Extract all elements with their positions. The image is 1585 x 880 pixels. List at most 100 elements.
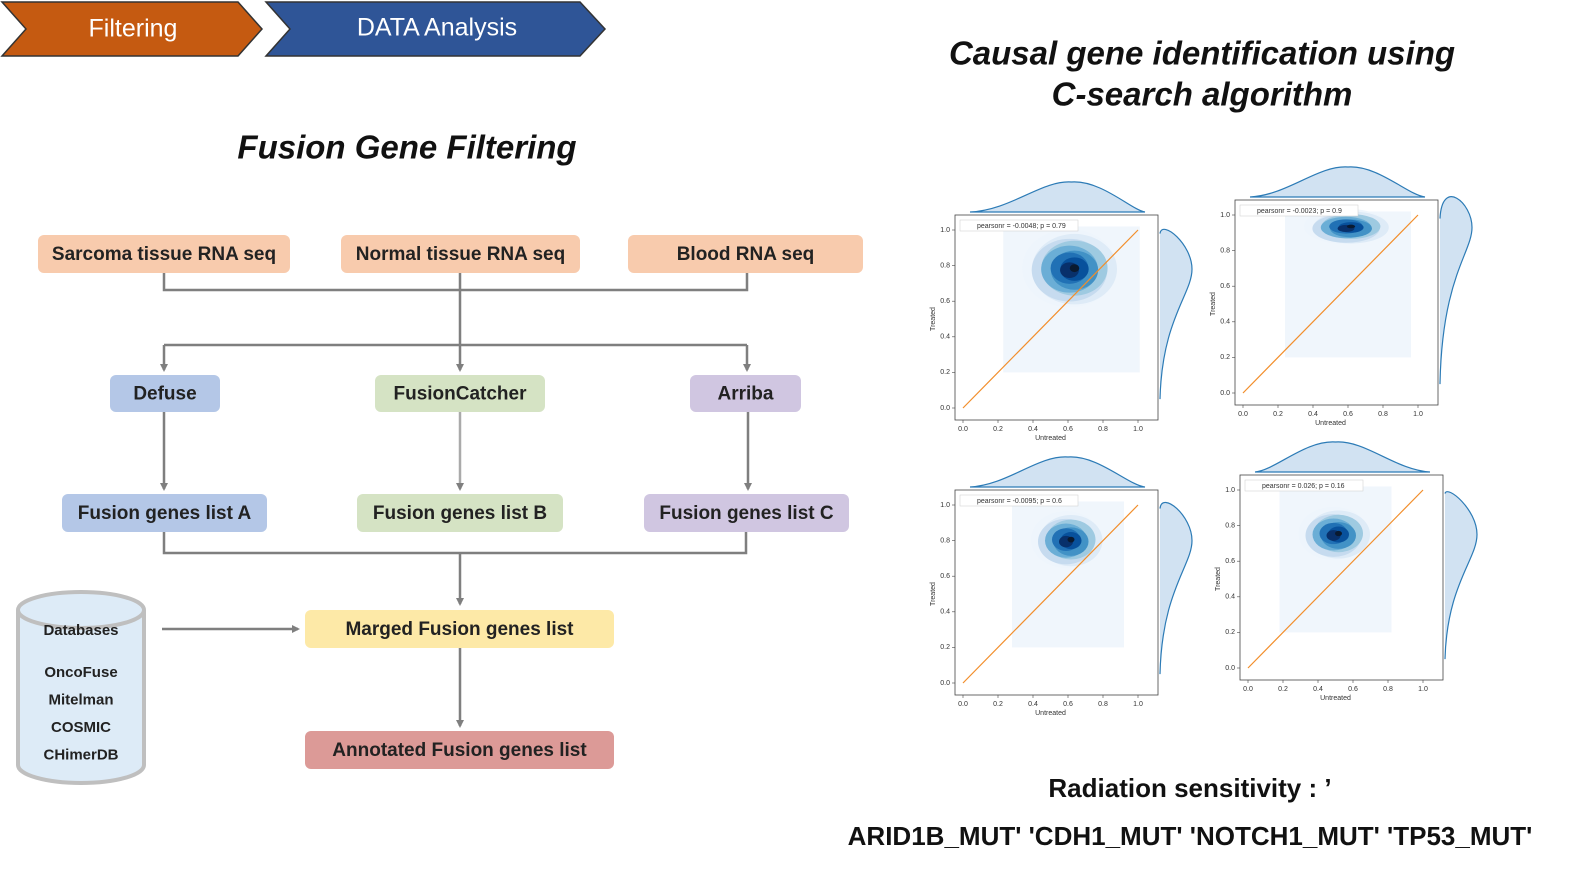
legend-box [959, 494, 1079, 507]
legend-box [1239, 204, 1359, 217]
identity-line [962, 504, 1139, 684]
input-box-label: Blood RNA seq [677, 244, 815, 265]
y-tick-label: 0.6 [1225, 558, 1235, 565]
y-tick-label: 0.2 [1225, 629, 1235, 636]
caption: Radiation sensitivity : ’ [1048, 773, 1331, 803]
input-box [628, 235, 863, 273]
kde-contour [1335, 530, 1342, 537]
identity-line [1242, 214, 1419, 394]
marginal-y [1439, 196, 1473, 385]
step-label: DATA Analysis [357, 14, 517, 42]
y-axis-label: Treated [1215, 567, 1222, 591]
input-box-label: Sarcoma tissue RNA seq [52, 244, 276, 265]
marginal-x [1249, 166, 1426, 198]
x-tick-label: 0.8 [1098, 426, 1108, 433]
marginal-y [1159, 501, 1193, 675]
x-tick-label: 0.4 [1313, 686, 1323, 693]
marginal-x [969, 181, 1146, 213]
y-tick-label: 0.8 [940, 537, 950, 544]
annotation: pearsonr = -0.0048; p = 0.79 [977, 223, 1066, 230]
x-tick-label: 1.0 [1133, 426, 1143, 433]
x-tick-label: 0.4 [1308, 411, 1318, 418]
y-tick-label: 0.0 [940, 680, 950, 687]
database-top [16, 590, 146, 630]
connector [162, 273, 749, 292]
x-tick-label: 0.6 [1063, 701, 1073, 708]
tool-box-label: Defuse [133, 384, 196, 405]
y-tick-label: 0.4 [940, 334, 950, 341]
y-tick-label: 0.4 [1220, 319, 1230, 326]
step-chevron [264, 1, 607, 57]
x-axis-label: Untreated [1035, 710, 1066, 717]
x-tick-label: 0.8 [1098, 701, 1108, 708]
annotated-box-label: Annotated Fusion genes list [332, 740, 587, 761]
database-item: CHimerDB [43, 746, 118, 763]
database-item: OncoFuse [44, 664, 117, 681]
section-title: Fusion Gene Filtering [237, 129, 576, 166]
step-chevron [0, 1, 264, 57]
tool-box-label: FusionCatcher [393, 384, 527, 405]
x-axis-label: Untreated [1035, 435, 1066, 442]
y-tick-label: 0.8 [940, 262, 950, 269]
x-tick-label: 1.0 [1413, 411, 1423, 418]
y-tick-label: 1.0 [1225, 487, 1235, 494]
kde-contour [1069, 264, 1080, 273]
y-tick-label: 0.0 [940, 405, 950, 412]
list-box-label: Fusion genes list B [373, 503, 547, 524]
x-tick-label: 0.2 [993, 426, 1003, 433]
y-tick-label: 1.0 [1220, 212, 1230, 219]
section-title: Causal gene identification using [949, 35, 1455, 72]
x-tick-label: 1.0 [1133, 701, 1143, 708]
y-tick-label: 0.6 [1220, 283, 1230, 290]
x-axis-label: Untreated [1315, 420, 1346, 427]
y-tick-label: 0.2 [1220, 354, 1230, 361]
x-tick-label: 0.0 [958, 701, 968, 708]
y-tick-label: 1.0 [940, 502, 950, 509]
marginal-y [1159, 228, 1193, 400]
x-tick-label: 0.0 [1243, 686, 1253, 693]
connector [162, 532, 748, 555]
list-box-label: Fusion genes list A [78, 503, 252, 524]
legend-box [1244, 479, 1364, 492]
input-box [341, 235, 580, 273]
x-axis-label: Untreated [1320, 695, 1351, 702]
kde-contour [1067, 536, 1075, 543]
tool-box [110, 375, 220, 412]
annotation: pearsonr = 0.026; p = 0.16 [1262, 483, 1345, 490]
x-tick-label: 0.0 [958, 426, 968, 433]
y-tick-label: 0.0 [1220, 390, 1230, 397]
input-box [38, 235, 290, 273]
tool-box [375, 375, 545, 412]
y-tick-label: 0.4 [940, 609, 950, 616]
y-tick-label: 0.6 [940, 298, 950, 305]
x-tick-label: 0.2 [993, 701, 1003, 708]
marginal-x [969, 456, 1146, 488]
x-tick-label: 0.2 [1278, 686, 1288, 693]
y-axis-label: Treated [930, 307, 937, 331]
tool-box [690, 375, 801, 412]
step-label: Filtering [89, 15, 178, 43]
y-tick-label: 0.6 [940, 573, 950, 580]
x-tick-label: 0.4 [1028, 701, 1038, 708]
merged-box-label: Marged Fusion genes list [345, 619, 574, 640]
list-box [357, 494, 563, 532]
y-axis-label: Treated [930, 582, 937, 606]
marginal-y [1444, 491, 1478, 660]
identity-line [1247, 489, 1424, 669]
y-tick-label: 0.8 [1225, 522, 1235, 529]
y-tick-label: 0.2 [940, 369, 950, 376]
y-tick-label: 0.4 [1225, 594, 1235, 601]
database-item: Mitelman [48, 691, 113, 708]
x-tick-label: 0.2 [1273, 411, 1283, 418]
caption: ARID1B_MUT' 'CDH1_MUT' 'NOTCH1_MUT' 'TP5… [848, 821, 1533, 851]
kde-contour [1346, 224, 1356, 229]
legend-box [959, 219, 1079, 232]
list-box-label: Fusion genes list C [659, 503, 833, 524]
y-tick-label: 0.8 [1220, 247, 1230, 254]
annotation: pearsonr = -0.0023; p = 0.9 [1257, 208, 1342, 215]
x-tick-label: 0.6 [1343, 411, 1353, 418]
database-title: Databases [43, 622, 118, 639]
list-box [644, 494, 849, 532]
database-cylinder [16, 610, 146, 785]
